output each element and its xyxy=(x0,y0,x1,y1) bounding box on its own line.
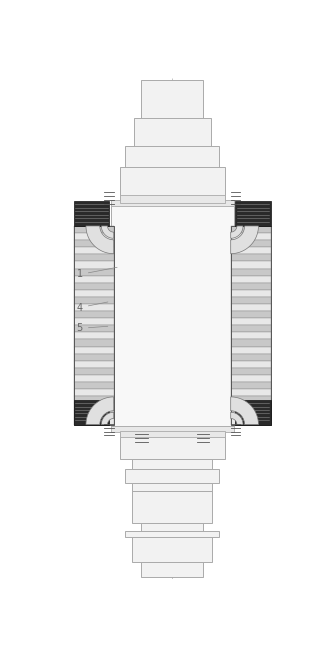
Bar xyxy=(74,410,114,417)
Bar xyxy=(141,562,203,577)
Bar xyxy=(74,339,114,346)
Bar xyxy=(141,523,203,531)
Bar xyxy=(74,268,114,275)
Bar xyxy=(134,118,211,147)
Bar xyxy=(120,167,224,206)
Bar xyxy=(74,201,109,226)
Bar xyxy=(74,417,114,424)
Bar xyxy=(231,417,271,424)
Bar xyxy=(74,283,114,290)
Bar xyxy=(74,275,114,283)
Bar xyxy=(231,375,271,382)
Bar xyxy=(132,491,212,523)
Bar xyxy=(231,275,271,283)
Bar xyxy=(231,304,271,311)
Bar xyxy=(74,375,114,382)
Bar xyxy=(231,353,271,361)
Polygon shape xyxy=(86,226,114,254)
Text: 5: 5 xyxy=(77,324,108,333)
Polygon shape xyxy=(231,226,243,238)
Bar xyxy=(74,226,114,424)
Bar xyxy=(74,233,114,240)
Polygon shape xyxy=(231,412,243,424)
Bar xyxy=(74,290,114,297)
Bar xyxy=(74,400,109,424)
Bar xyxy=(120,195,224,203)
Bar xyxy=(231,268,271,275)
Polygon shape xyxy=(231,397,258,424)
Bar xyxy=(231,368,271,375)
Bar xyxy=(231,297,271,304)
Bar xyxy=(132,483,212,491)
Polygon shape xyxy=(86,397,114,424)
Polygon shape xyxy=(231,226,258,254)
Bar xyxy=(111,426,234,432)
Bar xyxy=(74,226,114,233)
Bar xyxy=(120,426,224,458)
Bar xyxy=(231,326,271,333)
Bar xyxy=(125,469,219,483)
Bar xyxy=(231,333,271,339)
Bar xyxy=(125,146,219,169)
Bar xyxy=(74,404,114,410)
Bar xyxy=(231,361,271,368)
Bar xyxy=(231,283,271,290)
Bar xyxy=(74,240,114,247)
Bar xyxy=(74,318,114,326)
Bar xyxy=(74,304,114,311)
Bar xyxy=(231,389,271,396)
Bar xyxy=(231,346,271,353)
Bar xyxy=(111,203,234,426)
Bar xyxy=(74,255,114,262)
Bar xyxy=(231,240,271,247)
Bar xyxy=(125,531,219,537)
Bar xyxy=(231,311,271,318)
Text: 1: 1 xyxy=(77,268,117,279)
Text: 4: 4 xyxy=(77,302,108,312)
Bar xyxy=(231,382,271,389)
Bar xyxy=(231,247,271,255)
Bar xyxy=(231,404,271,410)
Bar xyxy=(231,318,271,326)
Bar xyxy=(74,262,114,268)
Bar xyxy=(235,201,271,226)
Bar xyxy=(231,262,271,268)
Bar xyxy=(74,346,114,353)
Bar xyxy=(74,247,114,255)
Bar xyxy=(74,389,114,396)
Bar xyxy=(74,361,114,368)
Bar xyxy=(74,311,114,318)
Bar xyxy=(231,226,271,233)
Bar xyxy=(231,290,271,297)
Bar xyxy=(132,458,212,469)
Bar xyxy=(231,339,271,346)
Bar xyxy=(231,226,271,424)
Bar xyxy=(120,431,224,437)
Bar xyxy=(74,353,114,361)
Bar xyxy=(231,396,271,404)
Bar xyxy=(74,382,114,389)
Polygon shape xyxy=(101,412,114,424)
Bar xyxy=(231,410,271,417)
Bar xyxy=(231,233,271,240)
Bar xyxy=(235,400,271,424)
Bar xyxy=(231,255,271,262)
Bar xyxy=(74,396,114,404)
Bar xyxy=(111,200,234,206)
Polygon shape xyxy=(101,226,114,238)
Bar xyxy=(132,537,212,562)
Bar xyxy=(74,368,114,375)
Bar xyxy=(74,297,114,304)
Bar xyxy=(74,333,114,339)
Bar xyxy=(74,326,114,333)
Bar xyxy=(141,79,203,120)
